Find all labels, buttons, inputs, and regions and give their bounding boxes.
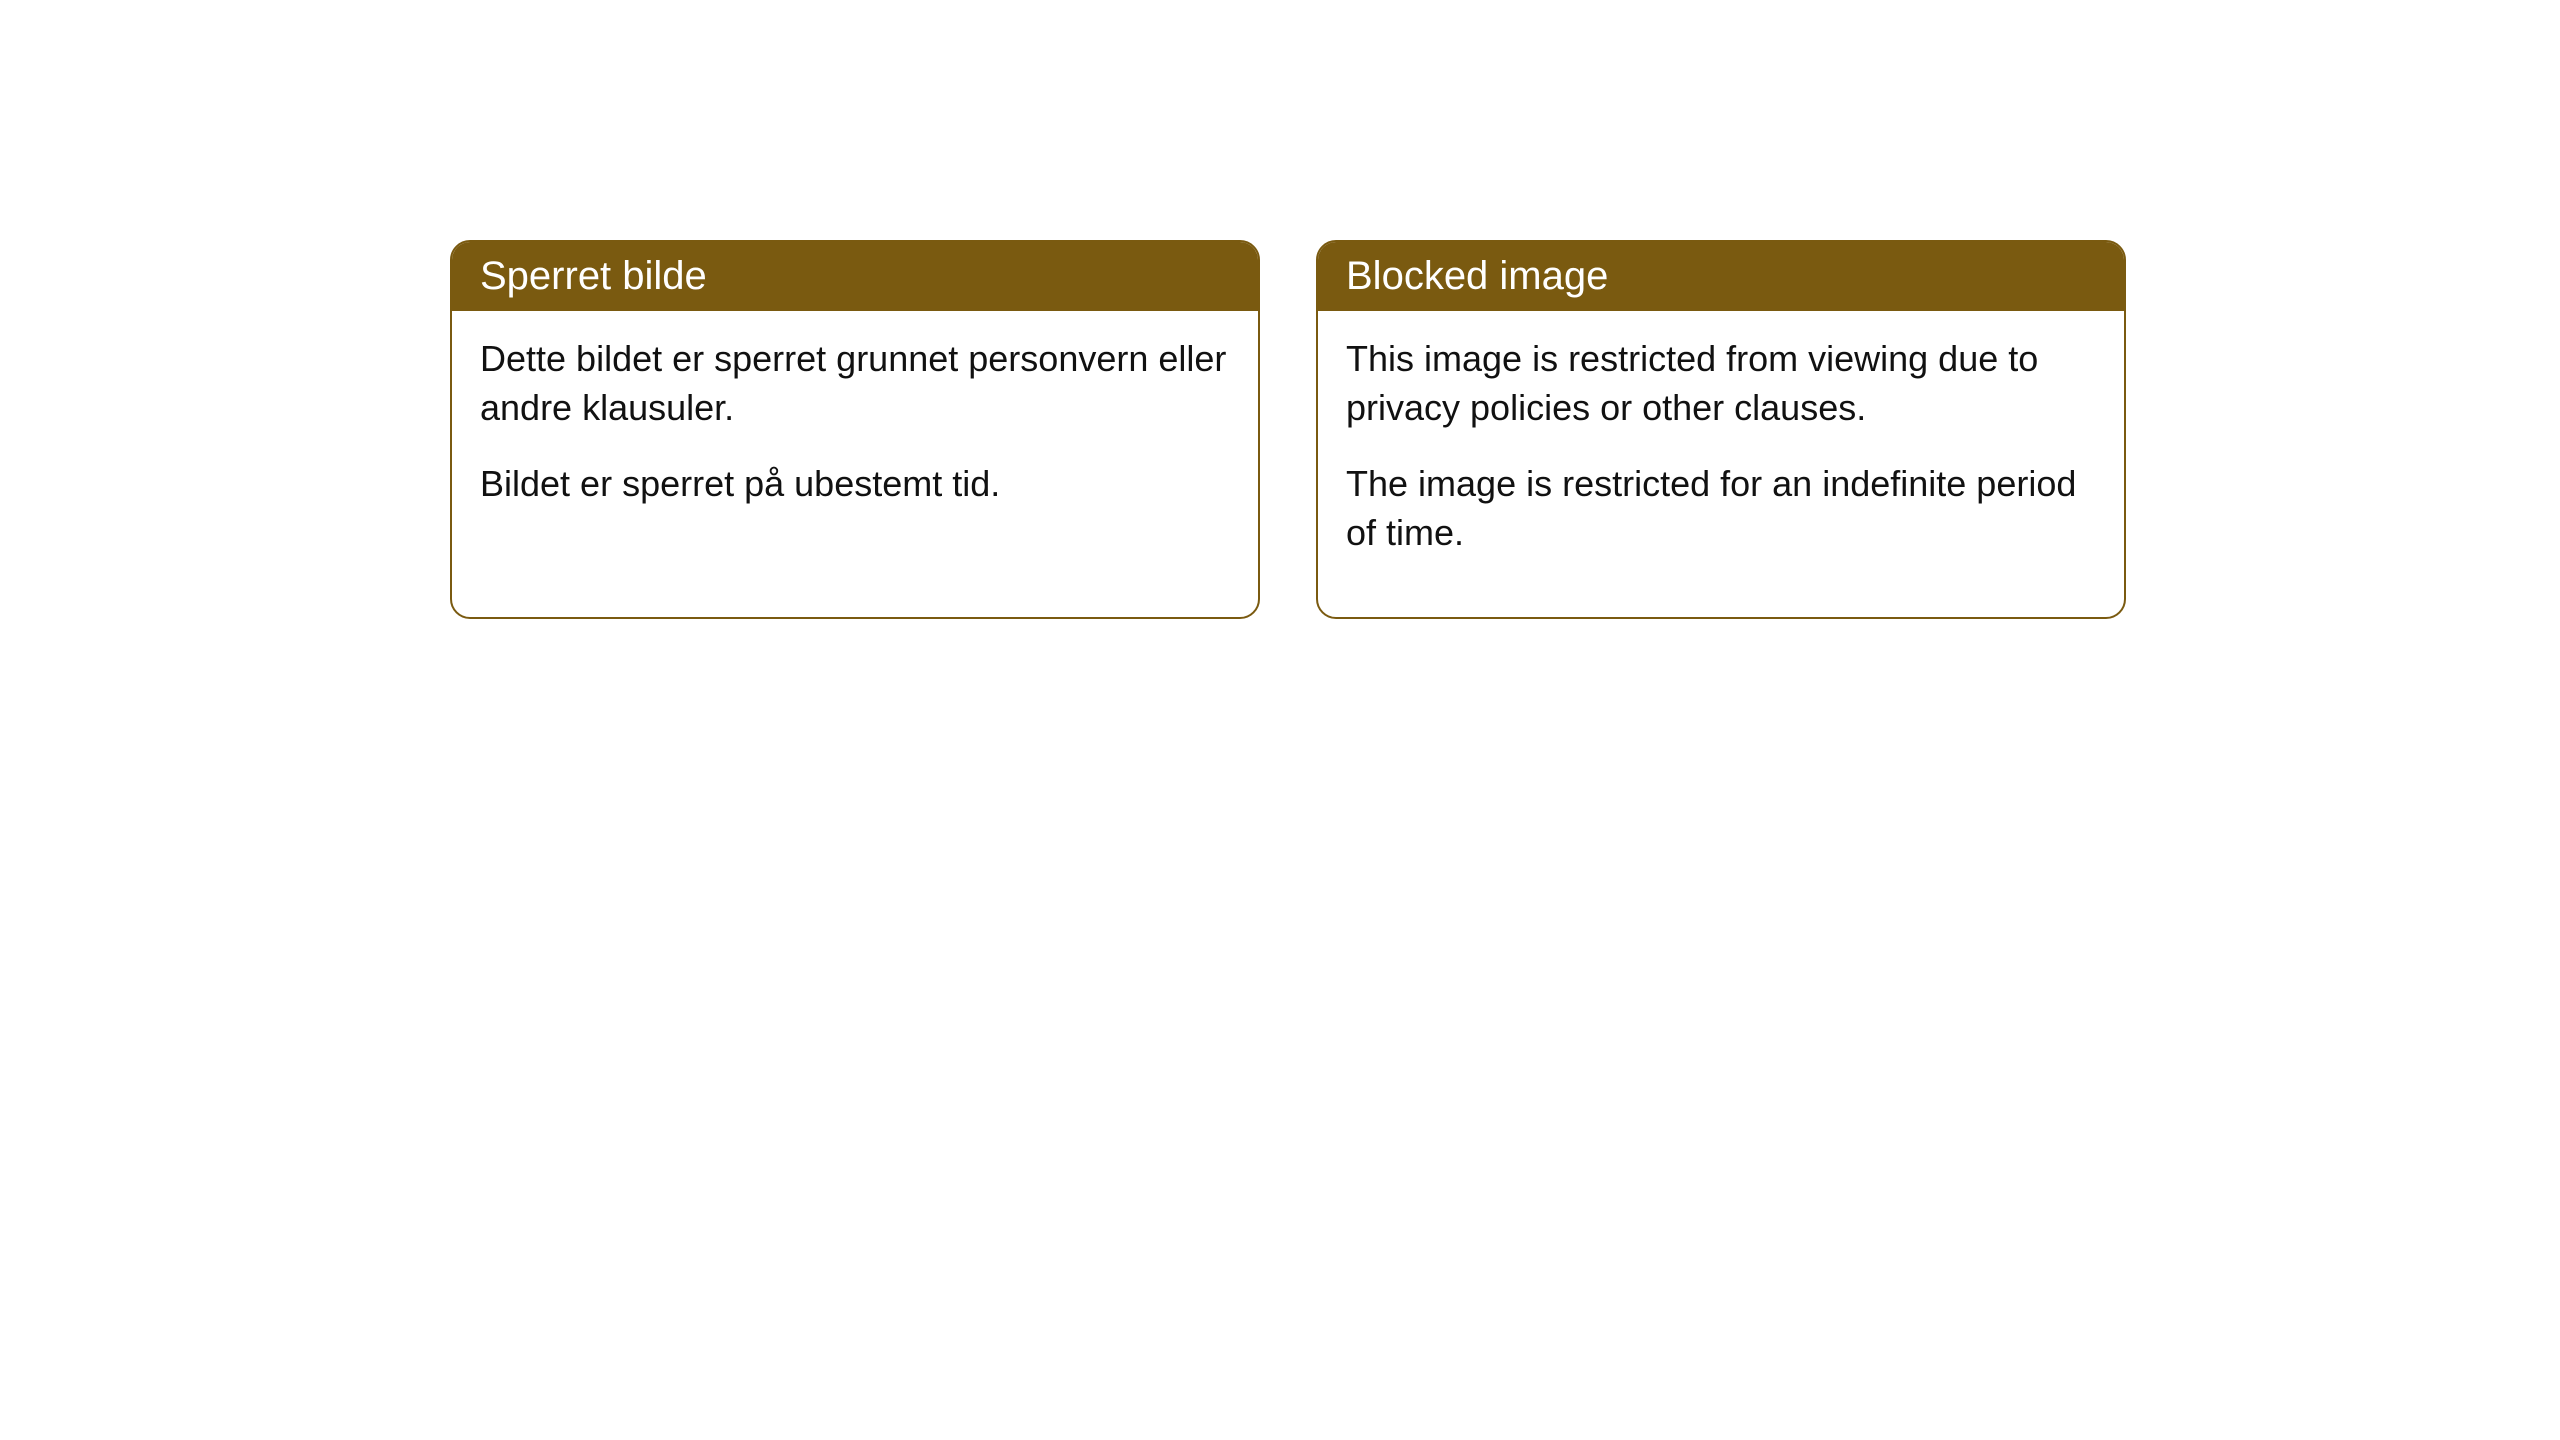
card-paragraph: This image is restricted from viewing du… [1346, 335, 2096, 432]
card-header: Blocked image [1318, 242, 2124, 311]
notice-card-english: Blocked image This image is restricted f… [1316, 240, 2126, 619]
card-title: Blocked image [1346, 254, 1608, 298]
card-paragraph: Dette bildet er sperret grunnet personve… [480, 335, 1230, 432]
card-body: This image is restricted from viewing du… [1318, 311, 2124, 617]
notice-cards-container: Sperret bilde Dette bildet er sperret gr… [450, 240, 2126, 619]
card-paragraph: Bildet er sperret på ubestemt tid. [480, 460, 1230, 509]
card-title: Sperret bilde [480, 254, 707, 298]
card-paragraph: The image is restricted for an indefinit… [1346, 460, 2096, 557]
card-header: Sperret bilde [452, 242, 1258, 311]
card-body: Dette bildet er sperret grunnet personve… [452, 311, 1258, 569]
notice-card-norwegian: Sperret bilde Dette bildet er sperret gr… [450, 240, 1260, 619]
